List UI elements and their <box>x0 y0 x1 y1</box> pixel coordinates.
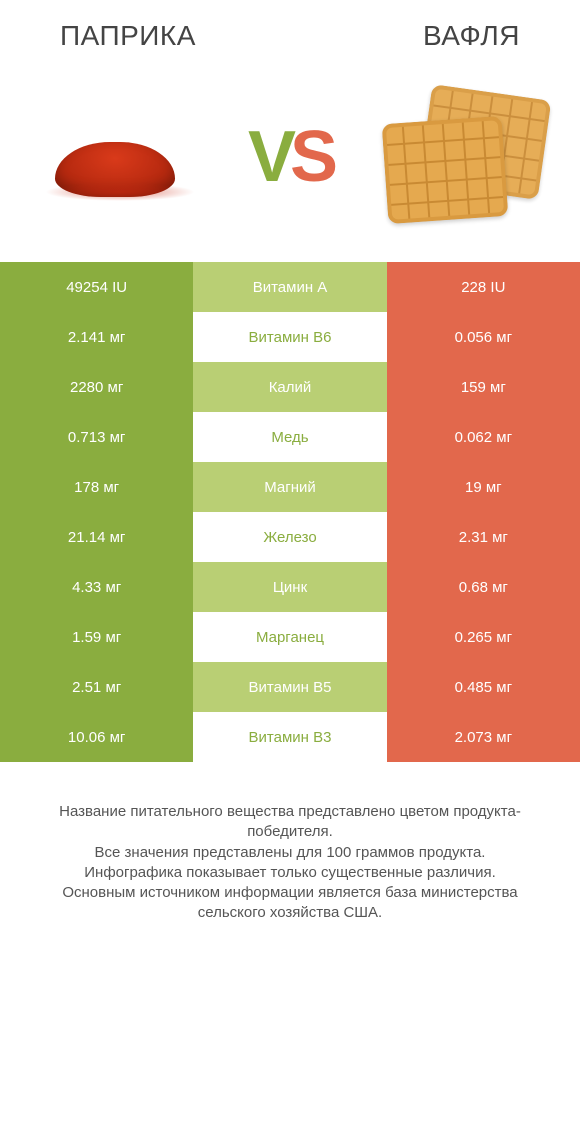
right-value: 19 мг <box>387 462 580 512</box>
right-product-title: ВАФЛЯ <box>423 20 520 52</box>
nutrient-label: Марганец <box>193 612 386 662</box>
left-value: 10.06 мг <box>0 712 193 762</box>
nutrient-label: Витамин B5 <box>193 662 386 712</box>
left-value: 2280 мг <box>0 362 193 412</box>
vs-v: V <box>248 117 290 197</box>
right-value: 0.062 мг <box>387 412 580 462</box>
right-value: 0.265 мг <box>387 612 580 662</box>
nutrient-label: Витамин B6 <box>193 312 386 362</box>
left-value: 2.141 мг <box>0 312 193 362</box>
table-row: 0.713 мгМедь0.062 мг <box>0 412 580 462</box>
table-row: 1.59 мгМарганец0.265 мг <box>0 612 580 662</box>
left-value: 2.51 мг <box>0 662 193 712</box>
right-value: 159 мг <box>387 362 580 412</box>
left-product-title: ПАПРИКА <box>60 20 196 52</box>
footer-line: Название питательного вещества представл… <box>30 802 550 843</box>
left-value: 1.59 мг <box>0 612 193 662</box>
right-value: 2.31 мг <box>387 512 580 562</box>
waffle-icon <box>385 92 545 222</box>
nutrient-label: Магний <box>193 462 386 512</box>
footer-line: Основным источником информации является … <box>30 883 550 924</box>
table-row: 178 мгМагний19 мг <box>0 462 580 512</box>
table-row: 2.51 мгВитамин B50.485 мг <box>0 662 580 712</box>
right-value: 228 IU <box>387 262 580 312</box>
nutrient-label: Железо <box>193 512 386 562</box>
nutrient-label: Калий <box>193 362 386 412</box>
left-value: 178 мг <box>0 462 193 512</box>
table-row: 4.33 мгЦинк0.68 мг <box>0 562 580 612</box>
table-row: 10.06 мгВитамин B32.073 мг <box>0 712 580 762</box>
nutrient-label: Витамин A <box>193 262 386 312</box>
vs-label: VS <box>248 116 332 198</box>
right-value: 0.68 мг <box>387 562 580 612</box>
paprika-image <box>30 82 200 232</box>
left-value: 49254 IU <box>0 262 193 312</box>
footer-line: Инфографика показывает только существенн… <box>30 863 550 883</box>
paprika-icon <box>45 117 185 197</box>
left-value: 4.33 мг <box>0 562 193 612</box>
nutrient-label: Медь <box>193 412 386 462</box>
nutrition-table: 49254 IUВитамин A228 IU2.141 мгВитамин B… <box>0 262 580 762</box>
header: ПАПРИКА ВАФЛЯ <box>0 0 580 62</box>
left-value: 21.14 мг <box>0 512 193 562</box>
waffle-image <box>380 82 550 232</box>
footer-notes: Название питательного вещества представл… <box>0 762 580 924</box>
table-row: 21.14 мгЖелезо2.31 мг <box>0 512 580 562</box>
right-value: 0.485 мг <box>387 662 580 712</box>
images-row: VS <box>0 62 580 262</box>
table-row: 49254 IUВитамин A228 IU <box>0 262 580 312</box>
right-value: 0.056 мг <box>387 312 580 362</box>
right-value: 2.073 мг <box>387 712 580 762</box>
nutrient-label: Витамин B3 <box>193 712 386 762</box>
footer-line: Все значения представлены для 100 граммо… <box>30 843 550 863</box>
nutrient-label: Цинк <box>193 562 386 612</box>
vs-s: S <box>290 117 332 197</box>
table-row: 2280 мгКалий159 мг <box>0 362 580 412</box>
left-value: 0.713 мг <box>0 412 193 462</box>
table-row: 2.141 мгВитамин B60.056 мг <box>0 312 580 362</box>
